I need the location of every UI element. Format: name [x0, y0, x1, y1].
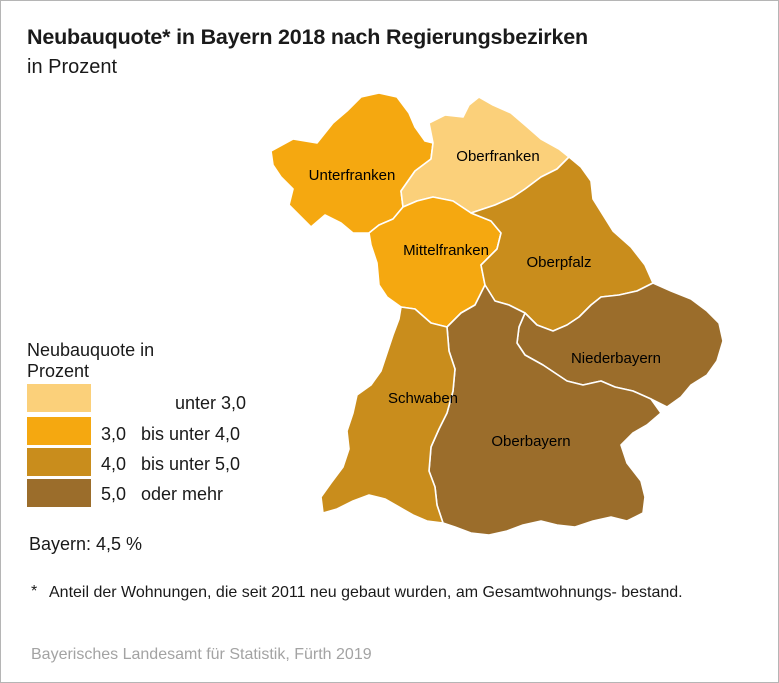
legend-title: Neubauquote in Prozent: [27, 340, 155, 381]
legend-swatch-class4: [27, 479, 91, 507]
legend-swatch-class1: [27, 384, 91, 412]
source-note: Bayerisches Landesamt für Statistik, Für…: [31, 646, 372, 663]
legend-label: oder mehr: [141, 484, 224, 504]
legend-number: 5,0: [101, 484, 127, 504]
legend-number: 4,0: [101, 454, 127, 474]
legend-label: bis unter 4,0: [141, 424, 241, 444]
footnote-marker: *: [31, 583, 38, 600]
figure-subtitle: in Prozent: [27, 56, 118, 78]
region-schwaben[interactable]: [320, 306, 456, 524]
legend-label: bis unter 5,0: [141, 454, 241, 474]
bavaria-total: Bayern: 4,5 %: [29, 534, 143, 554]
legend-swatch-class3: [27, 448, 91, 476]
footnote-text: Anteil der Wohnungen, die seit 2011 neu …: [49, 584, 683, 601]
label-unterfranken: Unterfranken: [309, 167, 396, 184]
label-oberpfalz: Oberpfalz: [526, 254, 591, 271]
figure-title: Neubauquote* in Bayern 2018 nach Regieru…: [27, 25, 588, 49]
label-oberbayern: Oberbayern: [491, 433, 570, 450]
legend-swatch-class2: [27, 417, 91, 445]
label-schwaben: Schwaben: [388, 390, 458, 407]
label-niederbayern: Niederbayern: [571, 350, 661, 367]
label-oberfranken: Oberfranken: [456, 148, 539, 165]
label-mittelfranken: Mittelfranken: [403, 242, 489, 259]
legend-number: 3,0: [101, 424, 127, 444]
legend-label: unter 3,0: [175, 393, 247, 413]
